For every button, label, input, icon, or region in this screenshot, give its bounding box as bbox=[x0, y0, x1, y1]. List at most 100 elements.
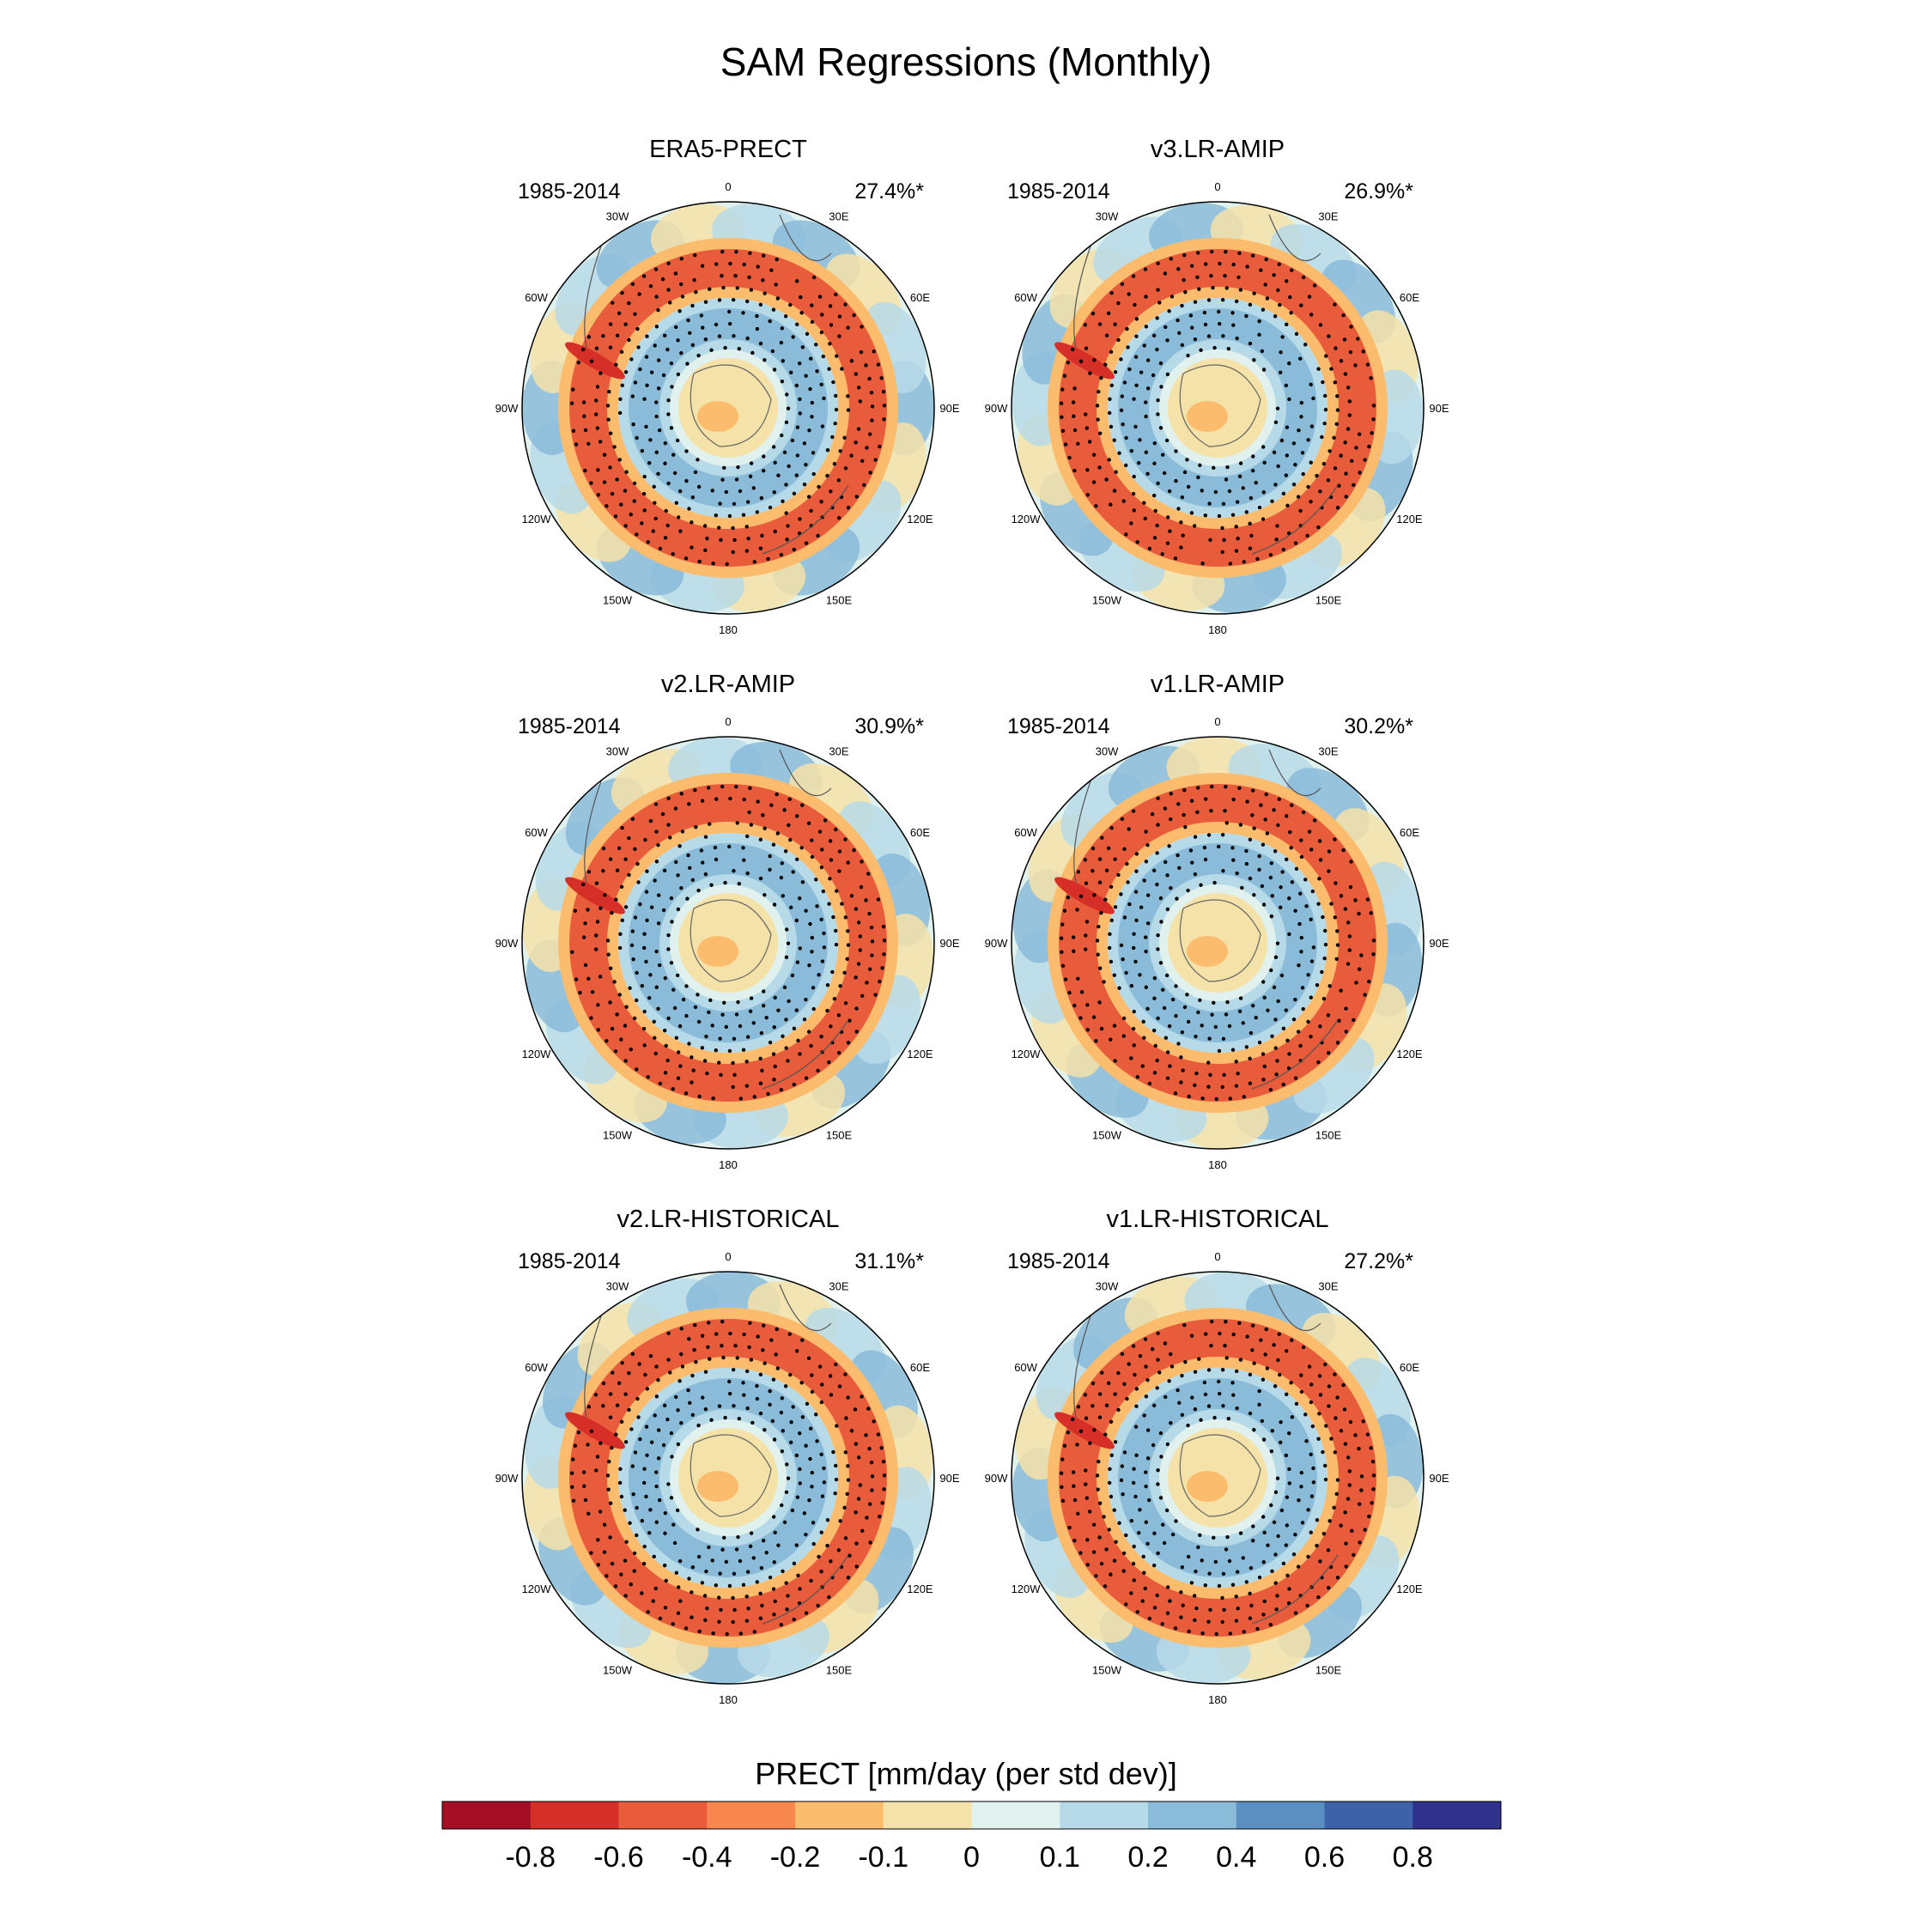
coastline bbox=[762, 484, 849, 555]
longitude-label: 120E bbox=[907, 1583, 933, 1595]
significance-stipple bbox=[569, 1319, 887, 1637]
significance-stipple bbox=[570, 784, 887, 1101]
map-panel: 0 30E 60E 90E 120E 150E 180 150W 120W 90W 60W 30W v1… bbox=[985, 671, 1449, 1171]
midlat-ring-core bbox=[569, 1319, 887, 1637]
longitude-label: 150W bbox=[1092, 1663, 1122, 1676]
colorbar-tick-label: -0.1 bbox=[858, 1841, 908, 1874]
longitude-label: 60W bbox=[525, 826, 548, 839]
colorbar-swatch bbox=[442, 1801, 532, 1829]
significance-stipple bbox=[1059, 784, 1376, 1102]
coastline bbox=[1268, 749, 1321, 797]
panels-group: 0 30E 60E 90E 120E 150E 180 150W 120W 90W 60W 30W ER… bbox=[495, 136, 1449, 1706]
longitude-label: 60E bbox=[1400, 1361, 1419, 1374]
longitude-label: 90E bbox=[1429, 402, 1449, 415]
longitude-label: 120E bbox=[1396, 513, 1423, 526]
colorbar-tick-label: -0.8 bbox=[505, 1841, 556, 1874]
longitude-label: 120E bbox=[1396, 1583, 1423, 1595]
longitude-label: 60E bbox=[1400, 826, 1419, 839]
significance-stipple bbox=[1059, 1319, 1376, 1637]
map-panel: 0 30E 60E 90E 120E 150E 180 150W 120W 90W 60W 30W v2… bbox=[495, 1206, 960, 1706]
colorbar-tick-label: 0.4 bbox=[1216, 1841, 1256, 1874]
longitude-label: 0 bbox=[725, 1250, 731, 1263]
longitude-label: 0 bbox=[725, 180, 731, 193]
antarctic-coastline bbox=[690, 1434, 772, 1517]
map-frame bbox=[521, 736, 935, 1150]
longitude-label: 150E bbox=[826, 1663, 853, 1676]
longitude-label: 120W bbox=[522, 1048, 552, 1060]
longitude-label: 150W bbox=[1092, 593, 1122, 606]
panel-period: 1985-2014 bbox=[1007, 179, 1110, 204]
panel-variance: 30.9%* bbox=[854, 714, 924, 738]
longitude-label: 0 bbox=[1214, 1250, 1220, 1263]
longitude-label: 60E bbox=[910, 1361, 930, 1374]
panel-variance: 31.1%* bbox=[854, 1249, 924, 1273]
chile-anomaly bbox=[565, 1412, 625, 1449]
longitude-label: 60W bbox=[525, 1361, 548, 1374]
significance-stipple bbox=[569, 249, 887, 567]
midlat-ring-core bbox=[1059, 784, 1376, 1102]
colorbar-frame bbox=[441, 1801, 1502, 1830]
colorbar-tick-label: -0.6 bbox=[593, 1841, 644, 1874]
map-frame bbox=[521, 1271, 935, 1685]
longitude-label: 120W bbox=[522, 513, 552, 526]
colorbar-tick-label: -0.4 bbox=[682, 1841, 732, 1874]
coastline bbox=[1251, 1554, 1339, 1625]
panel-title: v2.LR-AMIP bbox=[661, 671, 795, 698]
longitude-label: 60E bbox=[910, 291, 930, 304]
map-field bbox=[1012, 1272, 1424, 1684]
longitude-label: 60E bbox=[910, 826, 930, 839]
map-frame bbox=[1011, 736, 1425, 1150]
figure-title: SAM Regressions (Monthly) bbox=[720, 39, 1212, 84]
longitude-label: 60W bbox=[1014, 291, 1037, 304]
longitude-label: 150E bbox=[1315, 1663, 1342, 1676]
coastline bbox=[779, 749, 832, 797]
antarctic-anomaly bbox=[697, 401, 738, 432]
antarctic-coastline bbox=[1179, 1434, 1261, 1517]
longitude-label: 150W bbox=[1092, 1128, 1122, 1141]
map-frame bbox=[1011, 1271, 1425, 1685]
longitude-label: 150E bbox=[826, 1128, 853, 1141]
longitude-label: 180 bbox=[719, 623, 738, 636]
longitude-label: 0 bbox=[1214, 180, 1220, 193]
longitude-label: 60W bbox=[1014, 1361, 1037, 1374]
longitude-label: 90W bbox=[495, 937, 519, 950]
longitude-label: 30W bbox=[606, 1280, 629, 1293]
longitude-label: 150W bbox=[603, 1128, 633, 1141]
panel-period: 1985-2014 bbox=[1007, 1249, 1110, 1273]
panel-period: 1985-2014 bbox=[1007, 714, 1110, 738]
panel-period: 1985-2014 bbox=[518, 179, 621, 204]
longitude-label: 120W bbox=[522, 1583, 552, 1595]
map-frame bbox=[521, 201, 935, 615]
colorbar-tick-label: 0.1 bbox=[1040, 1841, 1080, 1874]
longitude-label: 120W bbox=[1012, 1583, 1042, 1595]
colorbar-swatch bbox=[707, 1801, 796, 1829]
coastline bbox=[762, 1019, 849, 1090]
longitude-label: 180 bbox=[719, 1158, 738, 1171]
longitude-label: 30E bbox=[1318, 1280, 1338, 1293]
longitude-label: 150E bbox=[826, 593, 853, 606]
longitude-label: 90W bbox=[985, 402, 1008, 415]
panel-variance: 30.2%* bbox=[1344, 714, 1413, 738]
panel-period: 1985-2014 bbox=[518, 714, 621, 738]
coastline bbox=[1268, 214, 1321, 262]
panel-title: v1.LR-AMIP bbox=[1151, 671, 1285, 698]
longitude-label: 0 bbox=[725, 715, 731, 728]
longitude-label: 30W bbox=[606, 210, 629, 223]
antarctic-coastline bbox=[690, 364, 772, 447]
midlat-ring-core bbox=[1059, 249, 1376, 567]
longitude-label: 150E bbox=[1315, 1128, 1342, 1141]
chile-anomaly bbox=[565, 342, 625, 380]
coastline bbox=[1251, 1019, 1339, 1090]
colorbar-swatch bbox=[971, 1801, 1060, 1829]
longitude-label: 90E bbox=[939, 1472, 959, 1485]
panel-title: v1.LR-HISTORICAL bbox=[1107, 1206, 1329, 1233]
longitude-label: 120W bbox=[1012, 1048, 1042, 1060]
longitude-label: 90E bbox=[1429, 937, 1449, 950]
longitude-label: 30E bbox=[829, 745, 848, 758]
antarctic-anomaly bbox=[697, 1471, 738, 1502]
longitude-label: 90W bbox=[495, 402, 519, 415]
longitude-label: 90E bbox=[939, 937, 959, 950]
midlat-ring-core bbox=[569, 249, 887, 567]
longitude-label: 90W bbox=[985, 937, 1008, 950]
